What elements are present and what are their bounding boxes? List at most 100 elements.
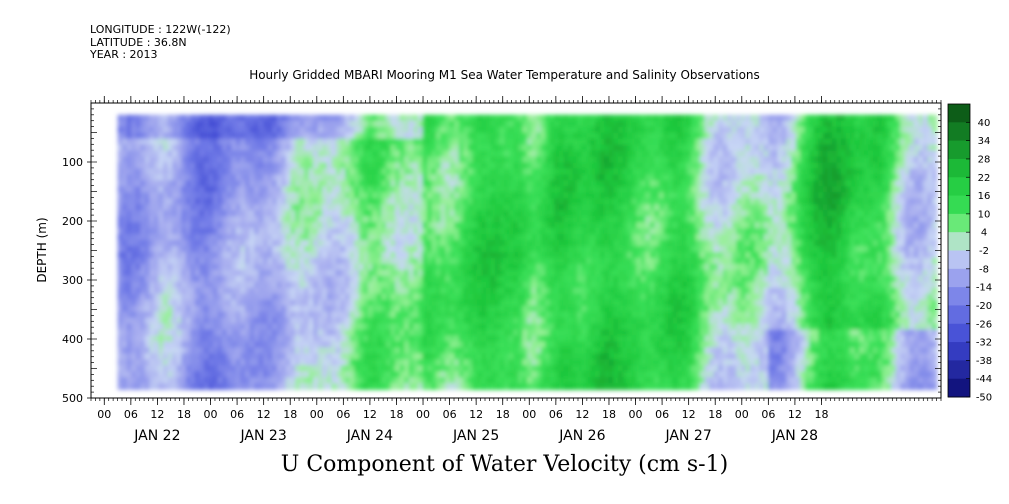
heatmap-cell bbox=[581, 335, 588, 343]
heatmap-cell bbox=[508, 347, 515, 355]
heatmap-cell bbox=[299, 234, 305, 241]
heatmap-cell bbox=[568, 251, 574, 259]
heatmap-cell bbox=[285, 329, 292, 337]
heatmap-cell bbox=[454, 377, 460, 384]
heatmap-cell bbox=[354, 162, 360, 170]
heatmap-cell bbox=[413, 323, 419, 331]
heatmap-cell bbox=[417, 257, 424, 265]
heatmap-cell bbox=[295, 246, 301, 253]
heatmap-cell bbox=[536, 311, 542, 319]
heatmap-cell bbox=[563, 234, 569, 241]
heatmap-cell bbox=[449, 311, 456, 319]
heatmap-cell bbox=[454, 132, 460, 140]
heatmap-cell bbox=[263, 317, 269, 325]
heatmap-cell bbox=[167, 335, 173, 343]
heatmap-cell bbox=[581, 240, 588, 247]
heatmap-cell bbox=[477, 168, 483, 176]
heatmap-cell bbox=[467, 240, 474, 247]
heatmap-cell bbox=[449, 377, 456, 384]
heatmap-cell bbox=[563, 329, 569, 337]
heatmap-cell bbox=[431, 317, 437, 325]
heatmap-cell bbox=[117, 144, 123, 152]
heatmap-cell bbox=[131, 150, 137, 158]
heatmap-cell bbox=[135, 371, 142, 379]
heatmap-cell bbox=[558, 275, 565, 283]
heatmap-cell bbox=[231, 234, 237, 241]
heatmap-cell bbox=[335, 132, 342, 140]
heatmap-cell bbox=[149, 234, 155, 241]
heatmap-cell bbox=[577, 311, 583, 319]
heatmap-cell bbox=[254, 257, 260, 265]
heatmap-cell bbox=[572, 246, 578, 253]
heatmap-cell bbox=[140, 144, 146, 152]
heatmap-cell bbox=[413, 383, 419, 390]
heatmap-cell bbox=[249, 305, 255, 313]
heatmap-cell bbox=[536, 353, 542, 361]
heatmap-cell bbox=[376, 198, 383, 206]
heatmap-cell bbox=[376, 287, 383, 295]
heatmap-cell bbox=[522, 377, 528, 384]
heatmap-cell bbox=[122, 156, 128, 164]
heatmap-cell bbox=[372, 192, 378, 200]
heatmap-cell bbox=[458, 281, 465, 289]
heatmap-cell bbox=[313, 365, 319, 373]
heatmap-cell bbox=[331, 371, 337, 379]
heatmap-cell bbox=[131, 359, 137, 367]
heatmap-cell bbox=[581, 377, 588, 384]
heatmap-cell bbox=[272, 251, 278, 259]
heatmap-cell bbox=[308, 126, 315, 134]
heatmap-cell bbox=[399, 234, 406, 241]
heatmap-cell bbox=[449, 234, 456, 241]
heatmap-cell bbox=[217, 257, 224, 265]
heatmap-cell bbox=[449, 371, 456, 379]
heatmap-cell bbox=[504, 377, 510, 384]
heatmap-cell bbox=[126, 204, 133, 212]
heatmap-cell bbox=[190, 305, 196, 313]
heatmap-cell bbox=[522, 216, 528, 223]
heatmap-cell bbox=[331, 216, 337, 223]
heatmap-cell bbox=[499, 180, 506, 188]
heatmap-cell bbox=[408, 347, 415, 355]
heatmap-cell bbox=[285, 299, 292, 307]
heatmap-cell bbox=[431, 162, 437, 170]
heatmap-cell bbox=[486, 114, 492, 122]
heatmap-cell bbox=[295, 269, 301, 277]
heatmap-cell bbox=[586, 287, 592, 295]
heatmap-cell bbox=[449, 275, 456, 283]
heatmap-cell bbox=[381, 180, 387, 188]
heatmap-cell bbox=[595, 216, 601, 223]
heatmap-cell bbox=[436, 192, 442, 200]
heatmap-cell bbox=[463, 204, 469, 212]
heatmap-cell bbox=[181, 311, 187, 319]
heatmap-cell bbox=[554, 299, 560, 307]
heatmap-cell bbox=[354, 204, 360, 212]
heatmap-cell bbox=[144, 168, 151, 176]
heatmap-cell bbox=[395, 126, 401, 134]
heatmap-cell bbox=[440, 365, 446, 373]
heatmap-cell bbox=[376, 251, 383, 259]
heatmap-cell bbox=[244, 162, 251, 170]
heatmap-cell bbox=[486, 287, 492, 295]
heatmap-cell bbox=[254, 132, 260, 140]
heatmap-cell bbox=[481, 138, 487, 146]
heatmap-cell bbox=[408, 311, 415, 319]
heatmap-cell bbox=[272, 323, 278, 331]
heatmap-cell bbox=[495, 216, 501, 223]
heatmap-cell bbox=[126, 234, 133, 241]
heatmap-cell bbox=[285, 240, 292, 247]
heatmap-cell bbox=[440, 359, 446, 367]
heatmap-cell bbox=[295, 192, 301, 200]
heatmap-cell bbox=[140, 222, 146, 229]
heatmap-cell bbox=[235, 293, 242, 301]
heatmap-cell bbox=[226, 329, 233, 337]
heatmap-cell bbox=[153, 228, 160, 235]
heatmap-cell bbox=[153, 186, 160, 194]
heatmap-cell bbox=[222, 180, 228, 188]
heatmap-cell bbox=[295, 162, 301, 170]
heatmap-cell bbox=[386, 335, 392, 343]
heatmap-cell bbox=[176, 383, 183, 390]
heatmap-cell bbox=[404, 281, 410, 289]
heatmap-cell bbox=[140, 234, 146, 241]
heatmap-cell bbox=[481, 305, 487, 313]
heatmap-cell bbox=[235, 192, 242, 200]
